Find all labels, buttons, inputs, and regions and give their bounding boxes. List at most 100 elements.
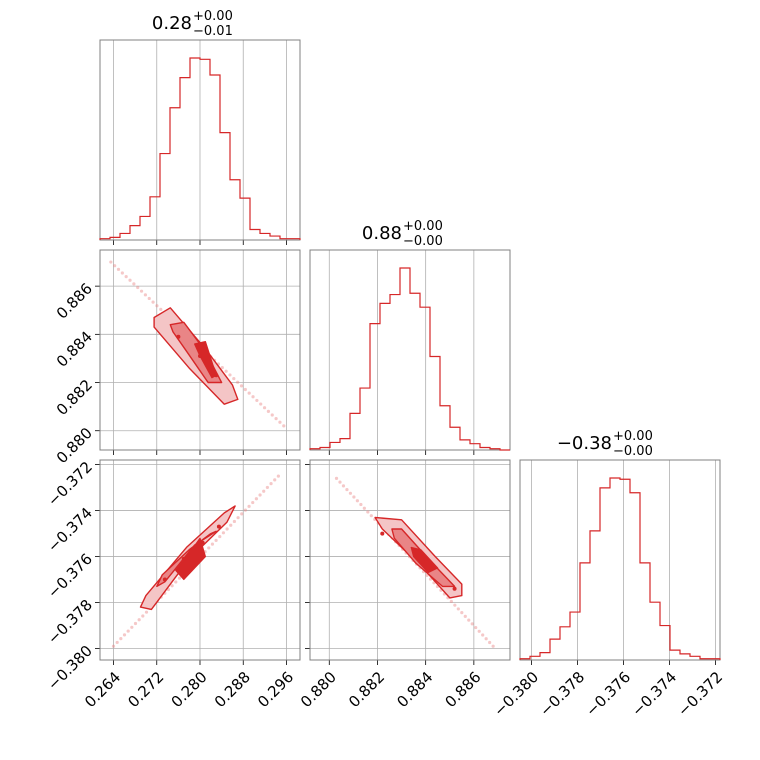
x-tick-label: 0.288 bbox=[211, 668, 254, 711]
sample-point bbox=[137, 618, 141, 622]
sample-point bbox=[232, 376, 236, 381]
sample-point bbox=[463, 614, 467, 618]
sample-point bbox=[210, 542, 215, 546]
sample-point bbox=[130, 625, 134, 629]
panel-title-value: −0.38 bbox=[557, 433, 612, 454]
density-point bbox=[423, 556, 428, 561]
histogram-2 bbox=[519, 477, 721, 660]
sample-point bbox=[243, 387, 247, 392]
sample-point bbox=[491, 644, 495, 648]
sample-point bbox=[115, 640, 119, 645]
density-point bbox=[214, 373, 219, 378]
sample-point bbox=[338, 480, 342, 484]
density-point bbox=[216, 524, 221, 529]
sample-point bbox=[126, 629, 130, 633]
sample-point bbox=[274, 417, 278, 421]
panel-title-plus: +0.00 bbox=[613, 429, 653, 444]
panel-frame bbox=[99, 459, 301, 661]
panel-title-plus: +0.00 bbox=[403, 219, 443, 234]
density-point bbox=[200, 540, 205, 545]
y-tick-label: −0.376 bbox=[44, 550, 96, 602]
panel-frame bbox=[519, 459, 721, 661]
sample-point bbox=[278, 420, 282, 424]
sample-point bbox=[352, 495, 356, 499]
sample-point bbox=[355, 499, 359, 503]
sample-point bbox=[229, 523, 233, 527]
sample-point bbox=[243, 508, 248, 512]
sample-point bbox=[251, 500, 255, 505]
panel-title-minus: −0.00 bbox=[403, 234, 443, 249]
x-tick-label: 0.280 bbox=[168, 668, 211, 711]
y-tick-label: −0.374 bbox=[44, 504, 96, 556]
panel-title-minus: −0.00 bbox=[613, 444, 653, 459]
x-tick-label: 0.264 bbox=[81, 668, 124, 711]
sample-point bbox=[366, 510, 370, 514]
y-tick-label: −0.378 bbox=[44, 596, 96, 648]
x-tick-label: −0.378 bbox=[536, 668, 588, 720]
y-tick-label: 0.882 bbox=[53, 376, 96, 419]
x-tick-label: 0.296 bbox=[254, 668, 297, 711]
x-tick-label: −0.380 bbox=[490, 668, 542, 720]
sample-point bbox=[151, 300, 155, 304]
sample-point bbox=[259, 402, 263, 406]
sample-point bbox=[120, 271, 124, 275]
sample-point bbox=[236, 380, 240, 384]
sample-point bbox=[239, 384, 244, 388]
sample-point bbox=[359, 502, 363, 507]
sample-point bbox=[207, 546, 211, 550]
panel-title-value: 0.28 bbox=[152, 13, 192, 34]
sample-point bbox=[247, 391, 251, 395]
sample-point bbox=[265, 485, 269, 490]
sample-point bbox=[220, 366, 224, 370]
density-point bbox=[176, 334, 181, 339]
sample-point bbox=[225, 527, 229, 531]
sample-point bbox=[254, 497, 258, 501]
sample-point bbox=[262, 489, 266, 493]
panel-title-minus: −0.01 bbox=[193, 24, 233, 39]
y-tick-label: 0.886 bbox=[53, 279, 96, 322]
x-tick-label: 0.880 bbox=[297, 668, 340, 711]
histogram-1 bbox=[309, 267, 510, 451]
sample-point bbox=[136, 285, 140, 290]
sample-point bbox=[177, 576, 182, 580]
sample-point bbox=[276, 474, 280, 478]
sample-point bbox=[132, 282, 136, 286]
y-tick-label: 0.880 bbox=[53, 424, 96, 467]
sample-point bbox=[221, 531, 226, 535]
sample-point bbox=[128, 278, 132, 282]
sample-point bbox=[258, 493, 262, 497]
sample-point bbox=[369, 514, 373, 518]
contour-inner bbox=[156, 530, 217, 588]
sample-point bbox=[269, 482, 273, 486]
sample-point bbox=[218, 534, 222, 539]
x-tick-label: 0.884 bbox=[393, 668, 436, 711]
sample-point bbox=[236, 516, 240, 520]
sample-point bbox=[266, 409, 271, 413]
sample-point bbox=[240, 512, 244, 516]
panel-title-value: 0.88 bbox=[362, 223, 402, 244]
panel-frame bbox=[309, 249, 511, 451]
sample-point bbox=[488, 640, 492, 645]
sample-point bbox=[139, 289, 144, 293]
density-point bbox=[380, 531, 385, 536]
x-tick-label: −0.372 bbox=[674, 668, 726, 720]
x-tick-label: 0.272 bbox=[124, 668, 167, 711]
sample-point bbox=[143, 293, 148, 297]
sample-point bbox=[247, 504, 251, 508]
sample-point bbox=[214, 538, 218, 542]
sample-point bbox=[467, 618, 471, 622]
sample-point bbox=[273, 478, 277, 482]
density-point bbox=[452, 586, 457, 591]
sample-point bbox=[456, 607, 460, 611]
sample-point bbox=[170, 584, 174, 588]
sample-point bbox=[282, 424, 286, 428]
sample-point bbox=[262, 406, 267, 410]
sample-point bbox=[255, 398, 259, 403]
contour-core bbox=[194, 341, 217, 379]
sample-point bbox=[251, 395, 255, 399]
sample-point bbox=[224, 369, 228, 373]
sample-point bbox=[124, 275, 128, 279]
sample-point bbox=[119, 637, 123, 641]
panel-frame bbox=[309, 459, 511, 661]
